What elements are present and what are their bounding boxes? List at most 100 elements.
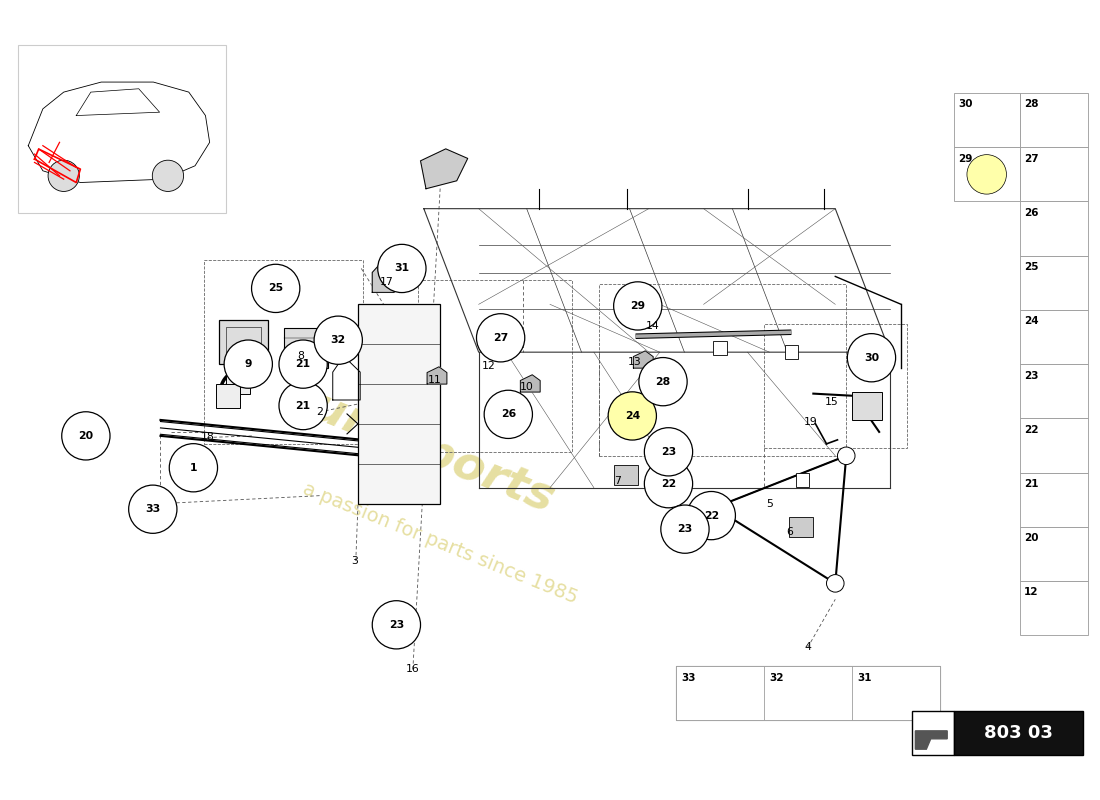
Circle shape [279, 340, 328, 388]
Bar [226, 327, 261, 358]
Text: 17: 17 [379, 277, 394, 287]
Text: 24: 24 [1024, 316, 1038, 326]
Text: 7: 7 [615, 476, 622, 486]
Text: 12: 12 [482, 361, 495, 370]
Bar [676, 666, 764, 721]
Text: 28: 28 [1024, 99, 1038, 110]
Text: 31: 31 [857, 673, 871, 682]
Circle shape [476, 314, 525, 362]
Text: 28: 28 [656, 377, 671, 386]
Polygon shape [634, 351, 653, 368]
Bar [205, 261, 363, 444]
Text: 23: 23 [1024, 370, 1038, 381]
Bar [18, 46, 227, 213]
Text: 23: 23 [661, 447, 676, 457]
Text: 15: 15 [825, 398, 839, 407]
Circle shape [688, 491, 736, 540]
Circle shape [152, 160, 184, 191]
Circle shape [129, 485, 177, 534]
Bar [784, 345, 798, 359]
Text: 22: 22 [704, 510, 719, 521]
Text: 27: 27 [493, 333, 508, 343]
Bar [1020, 310, 1088, 364]
Circle shape [967, 154, 1006, 194]
Bar [851, 392, 882, 420]
Bar [676, 666, 939, 721]
Bar [418, 281, 572, 452]
Text: 31: 31 [394, 263, 409, 274]
Bar [851, 666, 939, 721]
Bar [600, 285, 846, 456]
Bar [1020, 202, 1088, 256]
Bar [954, 711, 1084, 754]
Circle shape [645, 428, 693, 476]
Polygon shape [420, 149, 468, 189]
Bar [1020, 93, 1088, 147]
Circle shape [48, 160, 79, 191]
Text: 26: 26 [1024, 208, 1038, 218]
Circle shape [847, 334, 895, 382]
Text: 14: 14 [647, 321, 660, 331]
Text: 22: 22 [661, 478, 676, 489]
Text: 23: 23 [678, 524, 693, 534]
Bar [614, 466, 638, 486]
Bar [714, 341, 727, 355]
Text: 33: 33 [682, 673, 696, 682]
Circle shape [377, 244, 426, 293]
Bar [1020, 581, 1088, 635]
Text: a passion for parts since 1985: a passion for parts since 1985 [300, 479, 581, 607]
Text: 5: 5 [766, 498, 773, 509]
Text: 21: 21 [296, 359, 310, 369]
Text: 4: 4 [804, 642, 812, 652]
Text: 18: 18 [201, 433, 214, 442]
Text: 16: 16 [406, 665, 420, 674]
Bar [954, 93, 1020, 147]
Circle shape [484, 390, 532, 438]
Bar [227, 370, 251, 394]
Circle shape [614, 282, 662, 330]
Circle shape [639, 358, 688, 406]
Text: 21: 21 [296, 401, 310, 410]
Text: 32: 32 [769, 673, 784, 682]
Circle shape [645, 459, 693, 508]
Bar [764, 666, 851, 721]
Text: 30: 30 [958, 99, 972, 110]
Text: 6: 6 [785, 526, 793, 537]
Polygon shape [520, 375, 540, 392]
Text: 33: 33 [145, 504, 161, 514]
Text: 24: 24 [625, 411, 640, 421]
Text: 25: 25 [268, 283, 284, 294]
Text: 13: 13 [628, 357, 641, 366]
Bar [358, 304, 440, 504]
Bar [1020, 473, 1088, 526]
Circle shape [372, 601, 420, 649]
Text: 3: 3 [351, 556, 359, 566]
Text: 32: 32 [331, 335, 345, 346]
Bar [1020, 526, 1088, 581]
Bar [216, 384, 240, 408]
Bar [219, 320, 268, 364]
Bar [1020, 364, 1088, 418]
Circle shape [279, 382, 328, 430]
Circle shape [608, 392, 657, 440]
Text: 29: 29 [630, 301, 646, 311]
Bar [1020, 147, 1088, 202]
Bar [789, 517, 813, 537]
Text: 19: 19 [804, 417, 818, 426]
Circle shape [315, 316, 362, 364]
Text: eurosports: eurosports [275, 373, 561, 523]
Text: 10: 10 [520, 382, 534, 392]
Polygon shape [372, 261, 394, 292]
Text: 9: 9 [244, 359, 252, 369]
Polygon shape [915, 731, 947, 749]
Circle shape [826, 574, 844, 592]
Bar [795, 473, 808, 487]
Bar [1020, 256, 1088, 310]
Circle shape [706, 499, 724, 516]
Text: 23: 23 [388, 620, 404, 630]
Bar [764, 324, 906, 448]
Text: 20: 20 [1024, 533, 1038, 543]
Text: 1: 1 [189, 462, 197, 473]
Text: 26: 26 [500, 410, 516, 419]
Circle shape [661, 505, 710, 554]
